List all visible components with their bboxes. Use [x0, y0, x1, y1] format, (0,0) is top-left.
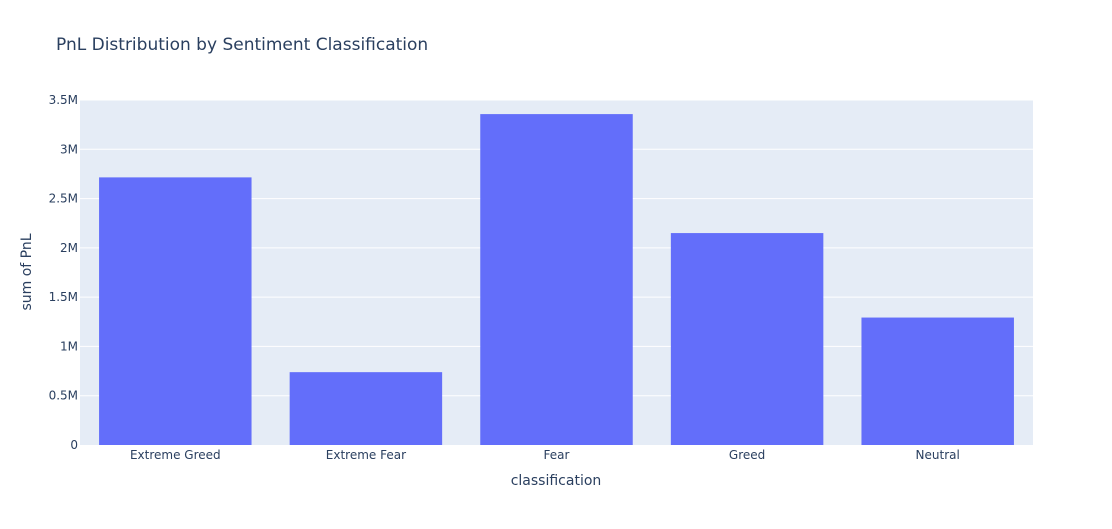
chart-title: PnL Distribution by Sentiment Classifica… — [56, 35, 428, 55]
x-tick-label: Extreme Greed — [130, 448, 221, 462]
x-tick-label: Fear — [544, 448, 570, 462]
x-tick-label: Extreme Fear — [326, 448, 406, 462]
y-axis-title: sum of PnL — [19, 233, 35, 310]
y-tick-label: 3M — [60, 142, 78, 156]
y-tick-label: 2.5M — [49, 192, 78, 206]
x-tick-label: Greed — [729, 448, 765, 462]
y-tick-label: 0 — [70, 438, 78, 452]
bar-extreme-greed[interactable] — [99, 177, 252, 445]
x-axis-ticks: Extreme Greed Extreme Fear Fear Greed Neutra… — [130, 448, 960, 462]
bar-neutral[interactable] — [861, 317, 1014, 445]
x-tick-label: Neutral — [916, 448, 960, 462]
bar-fear[interactable] — [480, 114, 633, 446]
x-axis-title: classification — [511, 473, 602, 489]
bars — [99, 114, 1014, 446]
y-tick-label: 3.5M — [49, 93, 78, 107]
y-tick-label: 1M — [60, 339, 78, 353]
bar-greed[interactable] — [670, 233, 824, 445]
y-tick-label: 1.5M — [49, 290, 78, 304]
bar-extreme-fear[interactable] — [289, 372, 443, 445]
y-tick-label: 0.5M — [49, 389, 78, 403]
y-axis-ticks: 0 0.5M 1M 1.5M 2M 2.5M 3M 3.5M — [49, 93, 78, 452]
y-tick-label: 2M — [60, 241, 78, 255]
